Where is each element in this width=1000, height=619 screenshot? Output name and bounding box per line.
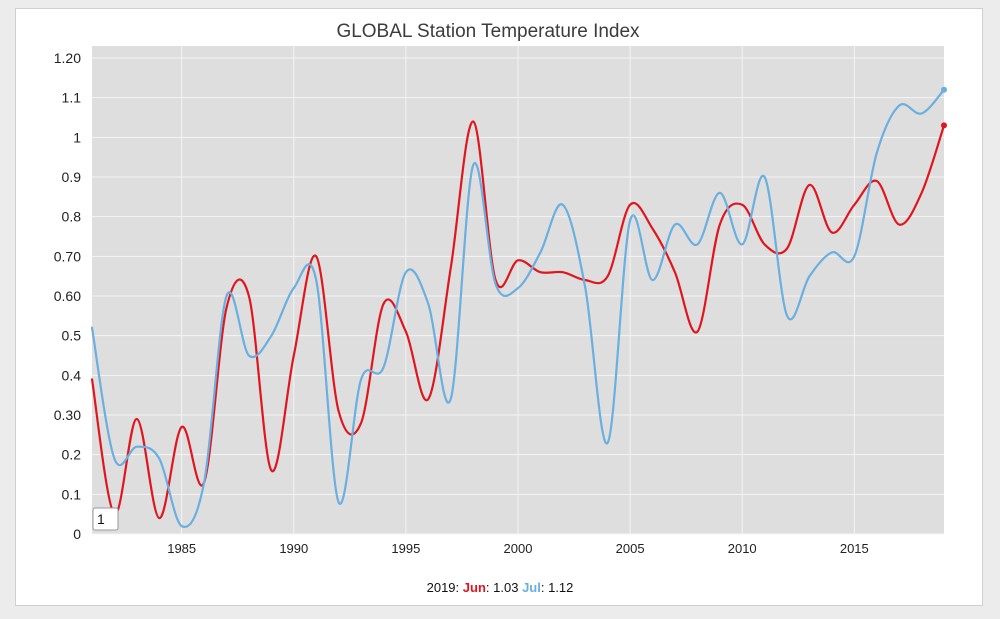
y-tick-label: 1.20 [54,50,81,66]
x-tick-label: 1985 [167,541,196,556]
y-tick-label: 0.2 [62,447,82,463]
series-endpoint-jul[interactable] [941,86,947,93]
x-axis: 1985 1990 1995 2000 2005 2010 2015 [167,541,869,556]
y-tick-label: 0.60 [54,288,81,304]
series-lines [90,86,947,528]
y-tick-label: 0.9 [62,169,82,185]
range-input-value[interactable]: 1 [97,511,105,527]
series-endpoint-jun[interactable] [941,122,947,129]
footer-jul-value: : 1.12 [541,580,574,595]
y-tick-label: 1.1 [62,90,82,106]
grid [92,46,944,535]
x-tick-label: 2015 [840,541,869,556]
range-input[interactable]: 1 [92,507,119,531]
x-tick-label: 2010 [728,541,757,556]
x-tick-label: 1990 [279,541,308,556]
y-tick-label: 0.1 [62,486,82,502]
x-tick-label: 2000 [504,541,533,556]
y-tick-label: 0.30 [54,407,81,423]
footer-jun-value: : 1.03 [486,580,519,595]
chart-title: GLOBAL Station Temperature Index [336,21,640,42]
y-tick-label: 0.4 [62,367,82,383]
series-line-jun[interactable] [90,120,946,520]
y-tick-label: 0 [73,526,81,542]
y-tick-label: 0.5 [62,328,82,344]
x-tick-label: 2005 [616,541,645,556]
chart-footer: 2019: Jun: 1.03 Jul: 1.12 [427,580,574,595]
y-tick-label: 1 [73,129,81,145]
x-tick-label: 1995 [391,541,420,556]
footer-jul-label: Jul [522,580,541,595]
y-tick-label: 0.8 [62,209,82,225]
footer-year: 2019: [427,580,460,595]
y-axis: 0 0.1 0.2 0.30 0.4 0.5 0.60 0.70 0.8 0.9 1 1.1 1.20 [54,50,81,542]
footer-jun-label: Jun [463,580,486,595]
series-line-jul[interactable] [90,88,946,528]
y-tick-label: 0.70 [54,248,81,264]
